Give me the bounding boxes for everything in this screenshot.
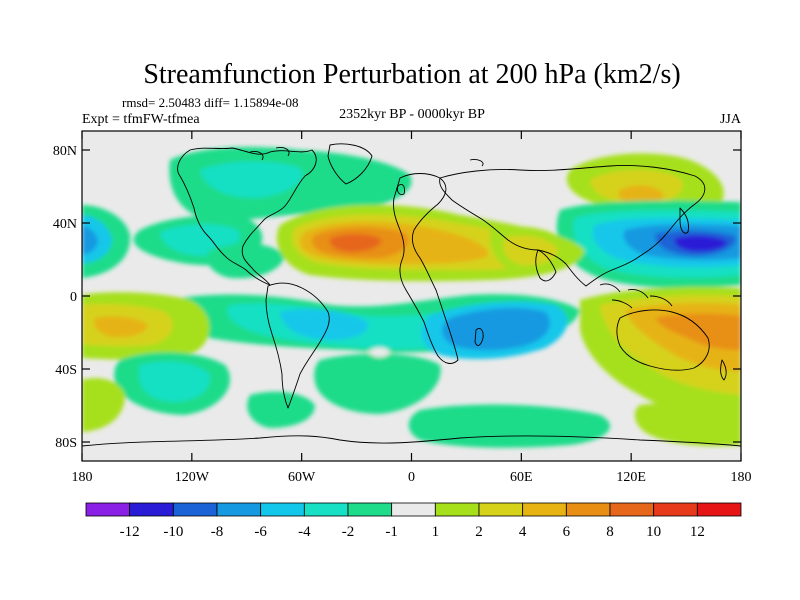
coast-greenland: [327, 143, 373, 185]
colorbar-label: -6: [254, 524, 267, 540]
y-tick-label: 0: [70, 290, 77, 305]
y-tick-label: 80N: [53, 144, 77, 159]
y-tick-label: 40N: [53, 217, 77, 232]
y-tick-label: 40S: [55, 363, 77, 378]
coast-europe-africa: [393, 173, 459, 364]
fill-atlantic-dorange: [329, 234, 382, 252]
x-tick-label: 180: [72, 470, 93, 485]
fill-arctic-teal: [200, 161, 303, 198]
colorbar-label: 12: [690, 524, 705, 540]
coast-uk: [397, 183, 405, 195]
colorbar-swatch: [522, 502, 567, 517]
period-label: 2352kyr BP - 0000kyr BP: [339, 107, 485, 122]
colorbar-swatch: [347, 502, 393, 517]
colorbar-label: 2: [475, 524, 483, 540]
coast-australia: [616, 309, 710, 371]
colorbar-swatch: [609, 502, 655, 517]
colorbar-label: 8: [606, 524, 614, 540]
coast-madagascar: [474, 327, 484, 346]
fill-ne-asia-gold: [618, 185, 664, 206]
coast-new-zealand: [720, 359, 727, 381]
colorbar-label: -4: [298, 524, 311, 540]
season-label: JJA: [720, 112, 742, 127]
colorbar: -12 -10 -8 -6 -4 -2 -1 1 2 4 6 8 10 12: [85, 502, 742, 540]
fill-antarctic-mint: [408, 404, 610, 448]
coastlines: [82, 143, 741, 447]
colorbar-swatch: [653, 502, 698, 517]
coast-arctic-islands: [249, 147, 484, 167]
colorbar-swatch: [696, 502, 742, 517]
contour-fills: [82, 147, 741, 448]
figure-title: Streamfunction Perturbation at 200 hPa (…: [143, 59, 680, 90]
coast-north-america: [177, 147, 317, 286]
fill-s-america-mint: [247, 391, 315, 428]
x-tick-label: 180: [731, 470, 752, 485]
colorbar-label: 4: [519, 524, 527, 540]
fill-s-pacific-teal: [139, 361, 211, 402]
coast-se-asia-islands: [599, 283, 673, 309]
colorbar-swatch: [303, 502, 349, 517]
fill-arabia-yellow: [503, 235, 558, 266]
colorbar-swatch: [434, 502, 480, 517]
y-axis: 80N 40N 0 40S 80S: [53, 144, 741, 451]
colorbar-swatch: [478, 502, 524, 517]
x-tick-label: 120W: [175, 470, 210, 485]
fill-w-pacific-s-gold: [94, 316, 148, 338]
contour-field: [82, 131, 741, 461]
coast-india: [535, 249, 557, 282]
y-tick-label: 80S: [55, 436, 77, 451]
colorbar-label: -2: [342, 524, 355, 540]
fill-neutral-patch: [368, 347, 390, 358]
colorbar-label: -10: [163, 524, 183, 540]
fill-southern-ocean-lime: [82, 378, 125, 432]
x-tick-label: 60E: [510, 470, 533, 485]
x-axis: 180 120W 60W 0 60E 120E 180: [72, 131, 752, 485]
colorbar-swatch: [216, 502, 262, 517]
coast-asia: [439, 165, 706, 287]
fill-dateline-blue: [82, 225, 98, 255]
colorbar-swatch: [391, 502, 436, 517]
colorbar-label: 1: [432, 524, 440, 540]
colorbar-label: -1: [385, 524, 398, 540]
colorbar-swatch: [85, 502, 131, 517]
colorbar-swatch: [129, 502, 174, 517]
fill-antarctic-lime: [634, 401, 741, 447]
fill-indian-blue: [442, 308, 550, 351]
colorbar-label: 10: [646, 524, 661, 540]
coast-japan: [679, 207, 689, 234]
colorbar-swatch: [172, 502, 218, 517]
x-tick-label: 0: [408, 470, 415, 485]
fill-australia-orange: [655, 313, 741, 350]
x-tick-label: 60W: [288, 470, 316, 485]
colorbar-label: 6: [563, 524, 571, 540]
fill-s-atlantic-cyan: [280, 309, 369, 340]
stats-line: rmsd= 2.50483 diff= 1.15894e-08: [122, 95, 299, 110]
colorbar-label: -12: [120, 524, 140, 540]
fill-w-pacific-indigo: [674, 235, 728, 252]
coast-south-america: [265, 282, 330, 409]
experiment-label: Expt = tfmFW-tfmea: [82, 112, 200, 127]
colorbar-swatch: [260, 502, 305, 517]
coast-antarctica: [82, 435, 741, 447]
colorbar-label: -8: [211, 524, 224, 540]
colorbar-swatch: [565, 502, 611, 517]
fill-southern-ocean-mint: [314, 353, 441, 414]
x-tick-label: 120E: [616, 470, 646, 485]
